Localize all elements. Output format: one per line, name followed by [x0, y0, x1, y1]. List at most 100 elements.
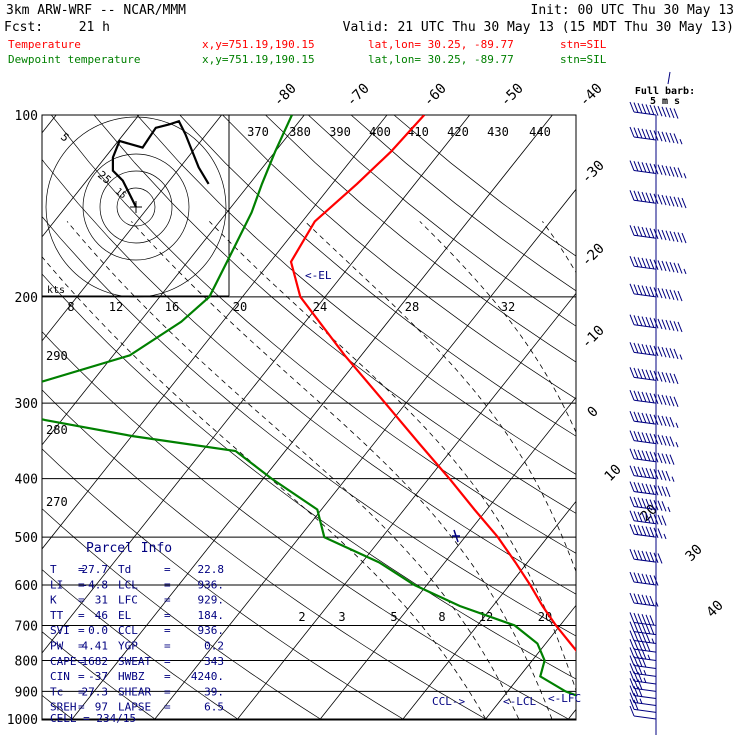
- dry-adiabat: [42, 331, 569, 720]
- parcel-row-v1: 1682: [82, 655, 109, 668]
- parcel-row-k1: CAPE: [50, 655, 77, 668]
- parcel-row-eq: =: [164, 609, 171, 622]
- parcel-row-k1: T: [50, 563, 57, 576]
- parcel-row-eq: =: [78, 563, 85, 576]
- parcel-info-title: Parcel Info: [86, 541, 172, 556]
- theta-label: 420: [447, 125, 469, 139]
- pressure-tick-label: 200: [15, 291, 38, 306]
- model-title: 3km ARW-WRF -- NCAR/MMM: [6, 3, 186, 18]
- wind-barb: [629, 647, 657, 661]
- wind-barb: [629, 638, 657, 653]
- isotherm-label: 30: [683, 542, 706, 565]
- lcl-marker: <-LCL: [503, 695, 536, 708]
- parcel-row-v2: 343: [204, 655, 224, 668]
- theta-label: 390: [329, 125, 351, 139]
- isotherm-label: -10: [579, 323, 608, 352]
- dewpoint-line: [42, 115, 576, 697]
- forecast-hour: 21 h: [79, 20, 110, 35]
- theta-label: 380: [289, 125, 311, 139]
- parcel-row-v1: 4.41: [82, 640, 109, 653]
- hodograph-ring-label-15: 15: [113, 187, 128, 202]
- isotherm-label: 40: [704, 598, 727, 621]
- isotherm-line: [319, 396, 576, 720]
- parcel-row-v2: 39.: [204, 685, 224, 698]
- temperature-line: [289, 115, 576, 653]
- wind-barb: [629, 523, 667, 540]
- dry-adiabat: [42, 389, 486, 720]
- dry-adiabat: [265, 115, 576, 363]
- wind-barb: [629, 410, 679, 428]
- wind-barb: [629, 283, 683, 302]
- parcel-row-eq: =: [164, 701, 171, 714]
- dry-adiabat: [393, 115, 576, 257]
- init-time: Init: 00 UTC Thu 30 May 13: [531, 3, 735, 18]
- wind-barb: [629, 314, 683, 333]
- wind-barbs: [629, 101, 687, 720]
- wind-barb: [629, 496, 671, 513]
- parcel-row-k1: K: [50, 594, 57, 607]
- wind-barb: [629, 699, 657, 713]
- isotherm-line: [485, 604, 576, 720]
- parcel-row-v2: 4240.: [191, 670, 224, 683]
- wind-barb: [629, 389, 679, 407]
- parcel-row-v1: 27.7: [82, 563, 109, 576]
- legend-temperature-name: Temperature: [8, 38, 81, 51]
- isotherm-line: [402, 500, 576, 720]
- wind-barb: [629, 160, 687, 179]
- parcel-row-eq: =: [78, 685, 85, 698]
- wind-barb: [629, 190, 687, 209]
- parcel-row-k1: CIN: [50, 670, 70, 683]
- parcel-row-v2: 936.: [198, 578, 225, 591]
- parcel-row-eq: =: [164, 655, 171, 668]
- dry-adiabat: [222, 115, 576, 400]
- hodograph-speed-label: 28: [405, 300, 419, 314]
- hodograph-speed-label: 20: [233, 300, 247, 314]
- legend-temperature-stn: stn=SIL: [560, 38, 607, 51]
- parcel-row-k2: SHEAR: [118, 685, 151, 698]
- moist-adiabat: [304, 221, 576, 573]
- parcel-row-v1: 31: [95, 594, 108, 607]
- wind-barb: [629, 342, 683, 360]
- parcel-row-v1: -37: [88, 670, 108, 683]
- wind-barb: [629, 692, 657, 707]
- dry-adiabat: [42, 158, 576, 595]
- parcel-row-k2: LCL: [118, 578, 138, 591]
- parcel-row-eq: =: [164, 563, 171, 576]
- legend-dewpoint-xy: x,y=751.19,190.15: [202, 53, 315, 66]
- parcel-row-v2: 6.5: [204, 701, 224, 714]
- isotherm-line: [42, 115, 305, 446]
- parcel-row-k2: CCL: [118, 624, 138, 637]
- parcel-row-k2: EL: [118, 609, 132, 622]
- isotherm-label: 0: [585, 404, 602, 421]
- isotherm-line: [154, 188, 576, 720]
- isotherm-line: [651, 115, 740, 719]
- parcel-row-v1: 0.0: [88, 624, 108, 637]
- parcel-row-eq: =: [78, 578, 85, 591]
- parcel-row-eq: =: [164, 624, 171, 637]
- barb-key-line1: Full barb:: [635, 86, 695, 97]
- parcel-row-k1: PW: [50, 640, 64, 653]
- theta-left-label: 290: [46, 349, 68, 363]
- theta-label: 400: [369, 125, 391, 139]
- parcel-row-k2: Td: [118, 563, 131, 576]
- isotherm-line: [42, 115, 470, 654]
- hodograph-speed-label: 8: [67, 300, 74, 314]
- dry-adiabat: [42, 569, 238, 720]
- wind-barb: [629, 685, 657, 700]
- isotherm-label: -20: [579, 241, 608, 270]
- barb-key-line2: 5 m s: [650, 96, 680, 107]
- pressure-tick-label: 400: [15, 473, 38, 488]
- pressure-tick-label: 100: [15, 109, 38, 124]
- parcel-row-k1: LI: [50, 578, 63, 591]
- wind-barb: [629, 571, 659, 586]
- legend-dewpoint-latlon: lat,lon= 30.25, -89.77: [368, 53, 514, 66]
- pressure-tick-label: 600: [15, 579, 38, 594]
- forecast-label: Fcst:: [4, 20, 43, 35]
- mixing-ratio-label: 3: [338, 610, 345, 624]
- parcel-row-eq: =: [78, 701, 85, 714]
- parcel-row-k1: SVI: [50, 624, 70, 637]
- dry-adiabat: [42, 508, 321, 720]
- pressure-tick-label: 700: [15, 619, 38, 634]
- parcel-row-eq: =: [78, 609, 85, 622]
